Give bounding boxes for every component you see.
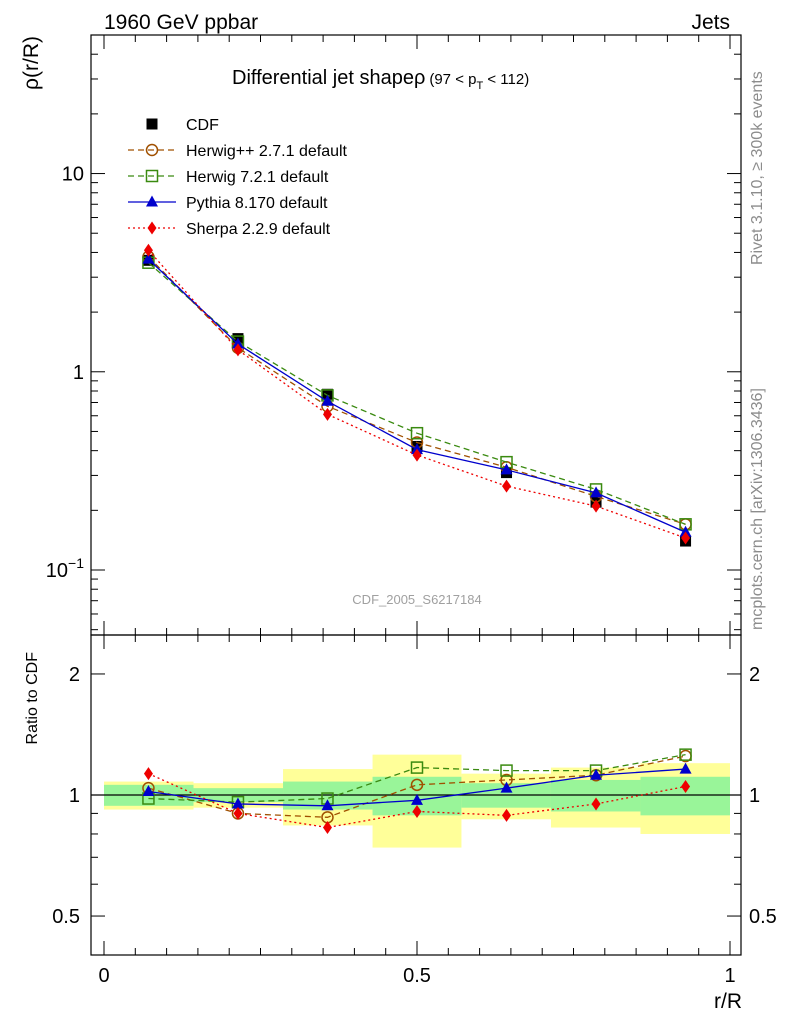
legend-label-cdf: CDF [186, 117, 219, 134]
y-tick-label-bottom: 0.5 [52, 906, 80, 928]
y-tick-label-base: 10 [46, 560, 68, 582]
ratio-point-3 [143, 767, 153, 781]
series-point-2 [679, 525, 692, 537]
series-point-2 [500, 463, 513, 475]
analysis-watermark: CDF_2005_S6217184 [352, 592, 481, 607]
x-tick-label: 0 [98, 965, 109, 987]
ratio-point-2 [142, 785, 155, 797]
y-tick-label-bottom: 2 [69, 664, 80, 686]
series-point-2 [231, 337, 244, 349]
source-label: mcplots.cern.ch [arXiv:1306.3436] [749, 388, 766, 630]
y-tick-label-base: 10 [62, 164, 84, 186]
ratio-point-1 [679, 748, 692, 761]
legend-label-3: Sherpa 2.2.9 default [186, 221, 331, 238]
plot-title-main: Differential jet shapeρ [232, 67, 425, 89]
legend-entry-3: Sherpa 2.2.9 default [128, 221, 331, 238]
legend-label-0: Herwig++ 2.7.1 default [186, 143, 348, 160]
legend-marker-3 [147, 221, 157, 235]
series-point-3 [502, 479, 512, 493]
y-tick-label-top: 10−1 [46, 555, 84, 582]
rivet-label: Rivet 3.1.10, ≥ 300k events [749, 71, 766, 265]
series-point-3 [233, 343, 243, 357]
plot-title: Differential jet shapeρ (97 < pT < 112) [232, 67, 529, 92]
y-tick-label-top: 10 [62, 164, 84, 186]
legend-marker-1 [145, 169, 159, 183]
x-axis-label: r/R [714, 990, 742, 1013]
ratio-point-3 [233, 806, 243, 820]
y-tick-label-bottom-right: 0.5 [749, 906, 777, 928]
series-point-3 [322, 407, 332, 421]
series-point-2 [321, 394, 334, 406]
y-tick-label-bottom-right: 2 [749, 664, 760, 686]
legend-marker-cdf [146, 118, 158, 130]
legend-marker-2 [146, 195, 158, 207]
y-axis-label-bottom: Ratio to CDF [24, 652, 41, 745]
x-tick-label: 0.5 [403, 965, 431, 987]
legend-marker-0 [145, 143, 159, 157]
ratio-point-2 [321, 799, 334, 811]
series-point-2 [590, 486, 603, 498]
ratio-point-2 [679, 762, 692, 774]
ratio-point-3 [322, 821, 332, 835]
y-tick-label-exponent: −1 [68, 555, 84, 571]
ratio-point-0 [410, 778, 424, 792]
series-layer [142, 243, 692, 835]
legend-label-1: Herwig 7.2.1 default [186, 169, 329, 186]
series-line-2 [147, 258, 686, 533]
plot-title-range-close: < 112) [483, 71, 529, 88]
y-tick-label-base: 1 [73, 362, 84, 384]
y-tick-label-top: 1 [73, 362, 84, 384]
series-point-3 [412, 448, 422, 462]
legend-entry-cdf: CDF [146, 117, 219, 134]
series-point-3 [681, 531, 691, 545]
ratio-point-3 [412, 804, 422, 818]
series-point-3 [591, 499, 601, 513]
ratio-point-3 [681, 779, 691, 793]
ratio-point-2 [411, 793, 423, 805]
legend-entry-2: Pythia 8.170 default [128, 195, 328, 212]
cdf-data-point [321, 388, 333, 400]
ratio-point-2 [500, 781, 513, 793]
series-line-0 [147, 256, 686, 525]
y-tick-label-bottom-right: 1 [749, 785, 760, 807]
legend-label-2: Pythia 8.170 default [186, 195, 328, 212]
y-tick-label-bottom: 1 [69, 785, 80, 807]
x-tick-label: 1 [724, 965, 735, 987]
y-axis-label-top: ρ(r/R) [20, 36, 43, 90]
legend: CDF Herwig++ 2.7.1 default Herwig 7.2.1 de… [128, 117, 348, 238]
energy-label: 1960 GeV ppbar [104, 11, 258, 34]
series-point-2 [142, 252, 155, 264]
ratio-point-2 [231, 797, 244, 809]
ratio-point-3 [502, 808, 512, 822]
series-line-1 [148, 262, 686, 525]
plot-title-range-sub: T [476, 80, 483, 92]
legend-entry-1: Herwig 7.2.1 default [128, 169, 329, 186]
series-line-3 [147, 249, 686, 539]
ratio-point-2 [590, 768, 603, 780]
category-label: Jets [691, 11, 730, 34]
ratio-point-1 [500, 764, 513, 777]
series-point-3 [143, 243, 153, 257]
series-point-1 [410, 426, 424, 440]
ratio-point-3 [591, 797, 601, 811]
legend-entry-0: Herwig++ 2.7.1 default [128, 143, 348, 160]
plot-title-range: (97 < p [429, 71, 476, 88]
ratio-point-1 [410, 761, 424, 774]
